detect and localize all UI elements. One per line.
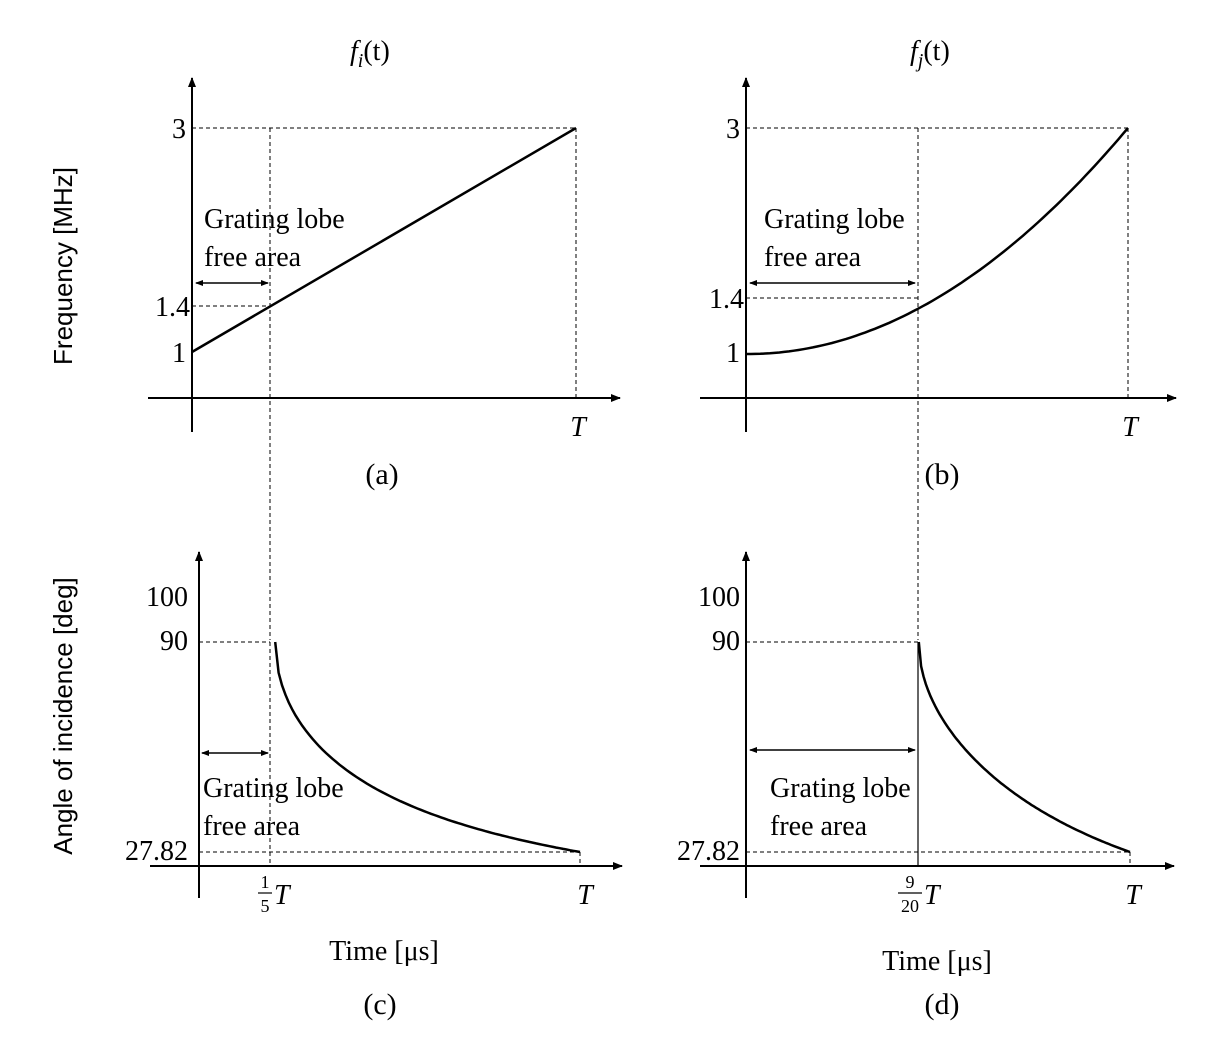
panel-c-ytick-100: 100 [146,582,188,613]
panel-d-xtick-fraction: 9 20 T [898,872,942,916]
panel-a-xtick-T: T [570,412,588,443]
panel-a-annotation-line2: free area [204,242,302,273]
panel-a-ytick-1: 1 [172,338,186,369]
panel-d-angle-curve [917,641,1131,854]
panel-a-annotation-line1: Grating lobe [204,204,345,235]
panel-b-caption: (b) [925,458,960,491]
panel-d-ytick-100: 100 [698,582,740,613]
panel-c-xtick-frac-num: 1 [261,872,270,892]
panel-a-title: fi(t) [350,36,390,72]
panel-d-annotation-line1: Grating lobe [770,773,911,804]
panel-c-ytick-90: 90 [160,626,188,657]
panel-b: fj(t) 3 1.4 1 T Grating lobe free area (… [700,36,1177,640]
panel-c-xlabel: Time [μs] [329,936,439,967]
panel-d-ytick-27-82: 27.82 [677,836,740,867]
panel-c-xtick-fraction: 1 5 T [258,872,292,916]
panel-c-angle-curve [273,641,581,854]
panel-a-ytick-1-4: 1.4 [155,292,190,323]
panel-b-ytick-1-4: 1.4 [709,284,744,315]
panel-a: fi(t) 3 1.4 1 T Frequency [MHz] Grating … [48,36,621,640]
panel-b-title: fj(t) [910,36,950,72]
panel-d-xtick-frac-var: T [924,880,942,911]
panel-c-xtick-T: T [577,880,595,911]
panel-d-ytick-90: 90 [712,626,740,657]
panel-b-ytick-1: 1 [726,338,740,369]
panel-d-caption: (d) [925,988,960,1021]
panel-c-ylabel: Angle of incidence [deg] [48,577,78,855]
panel-d-annotation-line2: free area [770,811,868,842]
panel-b-annotation-line2: free area [764,242,862,273]
panel-a-caption: (a) [365,458,398,491]
panel-c-annotation-line1: Grating lobe [203,773,344,804]
panel-b-ytick-3: 3 [726,114,740,145]
panel-c-annotation-line2: free area [203,811,301,842]
panel-a-ylabel: Frequency [MHz] [48,167,78,365]
panel-b-frequency-curve [746,127,1129,356]
panel-c: 100 90 27.82 1 5 T T Angle of incidence … [48,551,623,1021]
panel-d-xtick-frac-num: 9 [906,872,915,892]
panel-b-xtick-T: T [1122,412,1140,443]
panel-d-xlabel: Time [μs] [882,946,992,977]
panel-d-xtick-frac-den: 20 [901,896,919,916]
panel-a-frequency-line [191,126,577,354]
panel-c-ytick-27-82: 27.82 [125,836,188,867]
panel-c-xtick-frac-den: 5 [261,896,270,916]
panel-d-xtick-T: T [1125,880,1143,911]
panel-c-xtick-frac-var: T [274,880,292,911]
panel-d: 100 90 27.82 9 20 T T Time [μs] Grating … [677,551,1175,1021]
panel-b-annotation-line1: Grating lobe [764,204,905,235]
panel-a-ytick-3: 3 [172,114,186,145]
panel-c-caption: (c) [363,988,396,1021]
